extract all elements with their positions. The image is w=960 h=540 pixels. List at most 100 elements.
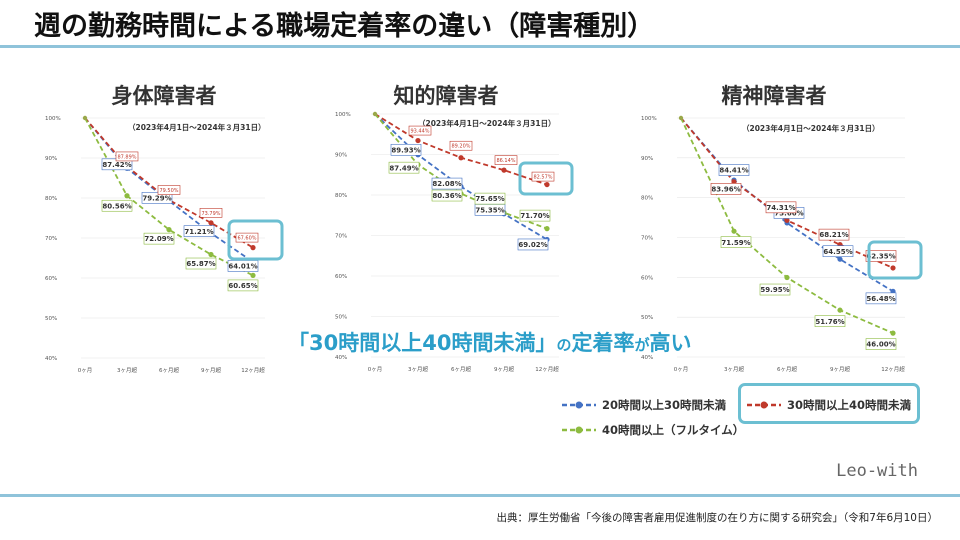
data-point [415,137,421,144]
x-tick-label: 0ヶ月 [368,366,383,373]
data-label-box [718,164,750,176]
data-label: 80.36% [432,192,461,200]
x-tick-label: 9ヶ月超 [830,365,850,373]
series-line-2 [680,117,894,334]
y-tick-label: 60% [335,274,347,280]
data-label-box [710,183,742,195]
page-title: 週の勤務時間による職場定着率の違い（障害種別） [34,11,655,42]
data-label: 67.60% [237,236,256,242]
data-point [250,245,256,251]
data-label-box [517,238,549,251]
y-tick-label: 70% [335,234,347,240]
data-label-box [494,155,518,165]
data-point [250,272,256,278]
legend-label-40h-plus: 40時間以上（フルタイム） [602,423,745,437]
data-label-box [519,209,551,222]
chart-title-physical: 身体障害者 [111,84,217,108]
data-label-box [115,151,139,162]
data-label-box [141,192,173,204]
y-tick-label: 70% [45,236,57,242]
data-label: 64.55% [823,248,852,256]
y-tick-label: 40% [335,355,347,361]
y-tick-label: 80% [641,196,653,202]
data-label-box [431,177,463,190]
y-tick-label: 100% [335,112,351,118]
data-label-box [408,125,432,136]
x-tick-label: 12ヶ月超 [535,365,559,373]
footer-divider [0,494,960,497]
data-label-box [814,315,846,327]
data-label: 75.65% [475,195,504,203]
data-point [784,274,790,281]
data-label: 72.09% [144,235,173,243]
data-label: 75.35% [475,206,504,214]
period-label: （2023年4月1日～2024年３月31日） [128,122,266,132]
data-label-box [531,171,555,182]
chart-title-mental: 精神障害者 [721,84,827,108]
data-point [501,167,507,173]
data-label-box [157,185,181,195]
series-line-0 [680,117,894,293]
data-label-box [183,225,215,237]
legend-line-icon-blue [562,401,596,409]
data-label: 87.49% [389,164,418,172]
legend-line-icon-green [562,426,596,434]
data-label-box [818,228,850,241]
x-tick-label: 3ヶ月超 [724,365,744,373]
data-point [731,228,737,234]
chart-title-intellectual: 知的障害者 [393,84,499,108]
data-label: 62.35% [866,253,895,261]
data-point [837,256,843,262]
data-label: 89.93% [391,146,420,154]
data-point [208,220,214,226]
data-label: 68.21% [819,231,848,239]
y-tick-label: 40% [45,356,57,362]
data-label: 87.89% [117,154,136,160]
y-tick-label: 90% [335,153,347,159]
data-label: 82.57% [533,175,552,181]
legend-item-20-30h: 20時間以上30時間未満 [560,397,726,413]
data-point [208,251,214,258]
data-label: 46.00% [866,341,895,349]
source-citation: 出典：厚生労働省「今後の障害者雇用促進制度の在り方に関する研究会」（令和7年6月… [496,512,938,524]
x-tick-label: 3ヶ月超 [408,365,428,373]
period-label: （2023年4月1日～2024年３月31日） [418,118,556,128]
highlight-box [227,219,284,261]
legend-highlight-box [738,383,920,424]
x-tick-label: 0ヶ月 [78,367,93,374]
data-label: 71.70% [520,212,549,220]
x-tick-label: 9ヶ月超 [201,366,221,374]
data-point [166,227,172,233]
x-tick-label: 0ヶ月 [674,366,689,373]
key-finding-callout: 「30時間以上40時間未満」の定着率が高い [288,327,691,357]
data-label-box [388,161,420,174]
x-tick-label: 12ヶ月超 [881,365,905,373]
data-label-box [227,279,259,292]
y-tick-label: 50% [641,315,653,321]
y-tick-label: 50% [335,315,347,321]
x-tick-label: 12ヶ月超 [241,366,265,374]
y-tick-label: 90% [641,156,653,162]
data-label: 79.29% [142,194,171,202]
data-label: 69.02% [518,241,547,249]
data-label: 59.95% [760,286,789,294]
x-tick-label: 6ヶ月超 [451,365,471,373]
data-label: 89.20% [451,144,470,150]
data-label-box [865,338,897,350]
y-tick-label: 80% [335,193,347,199]
data-label: 93.44% [410,129,429,135]
data-label: 71.21% [184,228,213,236]
data-point [890,265,896,271]
data-label: 56.48% [866,295,895,303]
origin-point [82,115,88,121]
x-tick-label: 3ヶ月超 [117,366,137,374]
y-tick-label: 90% [45,156,57,162]
data-label: 60.65% [228,282,257,290]
data-label: 65.87% [186,260,215,268]
data-point [784,217,790,223]
data-label-box [199,208,223,218]
x-tick-label: 9ヶ月超 [494,365,514,373]
data-point [890,330,896,336]
